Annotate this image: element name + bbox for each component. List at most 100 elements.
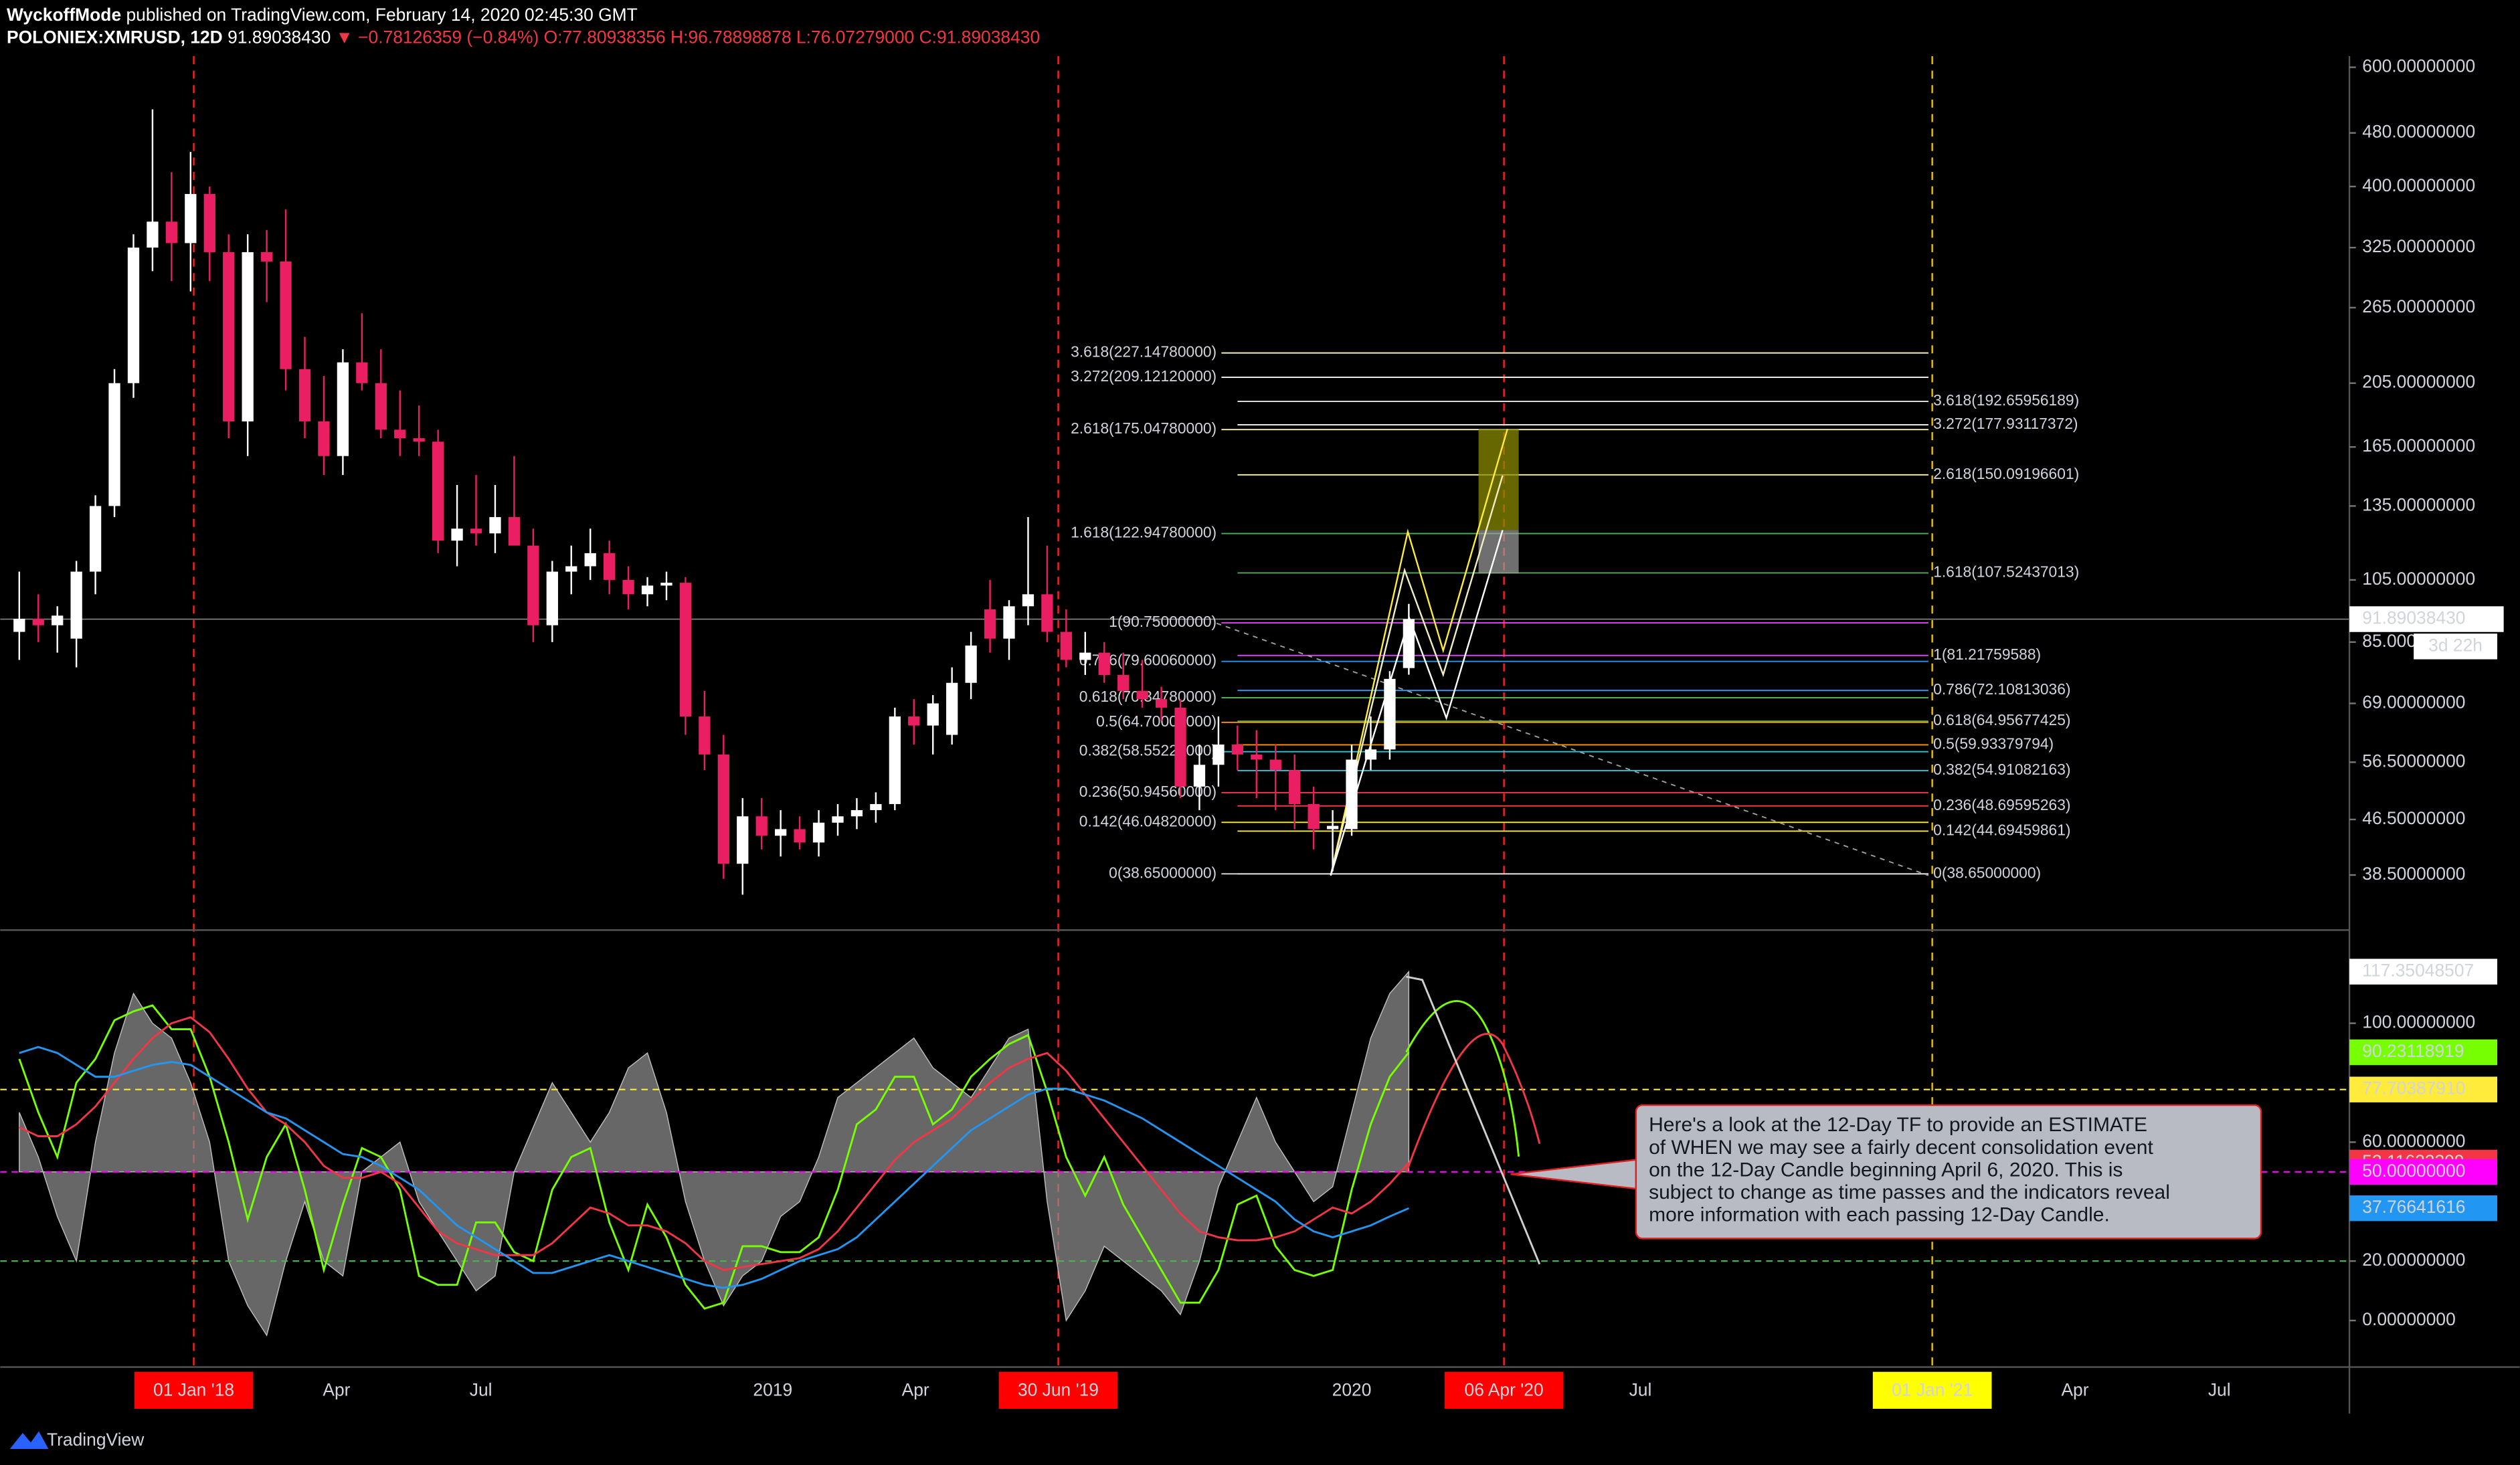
candle-body xyxy=(1117,675,1130,691)
y-tick-label: 20.00000000 xyxy=(2362,1250,2465,1270)
projection-line xyxy=(1406,975,1541,1265)
date-marker-box xyxy=(134,1371,254,1409)
fib-label: 0.5(64.70000000) xyxy=(1096,712,1217,730)
y-tick-label: 38.50000000 xyxy=(2362,864,2465,884)
candle-body xyxy=(242,252,254,421)
callout-text: Here's a look at the 12-Day TF to provid… xyxy=(1649,1114,2147,1136)
fib-label: 3.272(177.93117372) xyxy=(1933,415,2078,432)
candle-body xyxy=(508,517,521,546)
countdown-box xyxy=(2414,633,2498,660)
fib-label: 2.618(150.09196601) xyxy=(1933,465,2079,482)
projection-curve xyxy=(1405,1032,1541,1173)
candle-body xyxy=(1060,631,1072,660)
candle-body xyxy=(1364,749,1377,760)
candle-body xyxy=(1289,770,1301,804)
fib-label: 3.618(227.14780000) xyxy=(1071,343,1217,361)
candle-body xyxy=(1251,754,1263,760)
countdown-label: 3d 22h xyxy=(2428,635,2483,655)
candle-body xyxy=(984,609,996,639)
value-box xyxy=(2349,1195,2498,1222)
change: ▼ −0.78126359 (−0.84%) xyxy=(336,27,539,47)
candle-body xyxy=(451,528,463,541)
candle-body xyxy=(737,816,749,864)
fib-label: 2.618(175.04780000) xyxy=(1071,419,1217,437)
fib-label: 0.382(58.55220000) xyxy=(1079,742,1217,759)
candle-body xyxy=(660,583,672,586)
candle-body xyxy=(584,553,596,567)
candle-body xyxy=(527,545,539,625)
callout-text: subject to change as time passes and the… xyxy=(1649,1181,2170,1203)
fib-label: 0.5(59.93379794) xyxy=(1933,735,2054,752)
y-tick-label: 325.00000000 xyxy=(2362,236,2475,256)
candle-body xyxy=(1384,678,1396,750)
symbol: POLONIEX:XMRUSD, 12D xyxy=(7,27,223,47)
candle-body xyxy=(280,261,292,369)
x-tick-label: Jul xyxy=(470,1380,492,1400)
oscillator-area xyxy=(19,970,1410,1337)
target-box xyxy=(1478,429,1519,530)
candle-body xyxy=(794,829,806,843)
level-label: 50.00000000 xyxy=(2362,1161,2465,1181)
candle-body xyxy=(1212,744,1225,765)
fib-label: 0.142(46.04820000) xyxy=(1079,812,1217,829)
callout-box xyxy=(1635,1104,2262,1240)
candle-body xyxy=(318,421,330,456)
trend-line xyxy=(1216,622,1929,876)
x-tick-label: 30 Jun '19 xyxy=(1018,1380,1099,1400)
candle-body xyxy=(108,383,120,506)
value-label: 37.76641616 xyxy=(2362,1197,2465,1217)
candle-body xyxy=(1269,759,1281,771)
candle-body xyxy=(185,193,197,243)
candle-body xyxy=(89,506,102,572)
x-tick-label: Jul xyxy=(2208,1380,2231,1400)
drawings xyxy=(1216,428,1929,1265)
x-tick-label: 01 Jan '18 xyxy=(153,1380,234,1400)
author: WyckoffMode xyxy=(7,5,121,25)
high: H:96.78898878 xyxy=(670,27,792,47)
date-marker-box xyxy=(1872,1371,1992,1409)
candle-body xyxy=(1326,825,1339,829)
candle-body xyxy=(127,248,140,383)
axis-layer: 01 Jan '18 Apr Jul 2019 Apr 30 Jun '19 2020 06 … xyxy=(134,56,2504,1409)
candle-body xyxy=(1041,594,1053,632)
candle-body xyxy=(775,829,787,836)
y-tick-label: 265.00000000 xyxy=(2362,296,2475,316)
x-tick-label: 2020 xyxy=(1332,1380,1372,1400)
candle-body xyxy=(889,716,901,804)
candle-body xyxy=(1003,606,1015,639)
candle-body xyxy=(470,528,482,534)
candle-body xyxy=(946,682,958,735)
value-box xyxy=(2349,1039,2498,1066)
candle-body xyxy=(622,579,634,595)
candle-body xyxy=(203,193,215,252)
y-tick-label: 69.00000000 xyxy=(2362,692,2465,712)
logo xyxy=(9,1431,49,1449)
callout-text: more information with each passing 12-Da… xyxy=(1649,1204,2110,1226)
candle-body xyxy=(52,615,64,625)
level-box xyxy=(2349,1159,2498,1185)
candle-body xyxy=(432,442,444,541)
candle-body xyxy=(375,383,387,430)
annotation: Here's a look at the 12-Day TF to provid… xyxy=(1510,1104,2262,1240)
y-tick-label: 400.00000000 xyxy=(2362,175,2475,195)
candle-body xyxy=(1346,759,1358,829)
back-layer xyxy=(0,56,2350,1366)
fib-label: 0.142(44.69459861) xyxy=(1933,821,2070,838)
candle-body xyxy=(394,429,406,439)
candle-body xyxy=(927,703,939,726)
candle-body xyxy=(298,369,311,421)
candle-body xyxy=(603,553,616,580)
candle-body xyxy=(1079,652,1091,660)
value-label: 117.35048507 xyxy=(2362,960,2474,980)
candle-body xyxy=(165,221,178,243)
candle-body xyxy=(755,816,768,836)
header: WyckoffMode published on TradingView.com… xyxy=(7,5,1040,47)
x-tick-label: 2019 xyxy=(753,1380,792,1400)
header-line: POLONIEX:XMRUSD, 12D 91.89038430 ▼ −0.78… xyxy=(7,27,1040,47)
candle-body xyxy=(337,362,349,456)
published: published on TradingView.com, February 1… xyxy=(126,5,637,25)
candle-body xyxy=(870,803,882,811)
candle-body xyxy=(565,566,577,572)
candle-body xyxy=(717,754,729,864)
value-label: 90.23118919 xyxy=(2362,1041,2464,1061)
